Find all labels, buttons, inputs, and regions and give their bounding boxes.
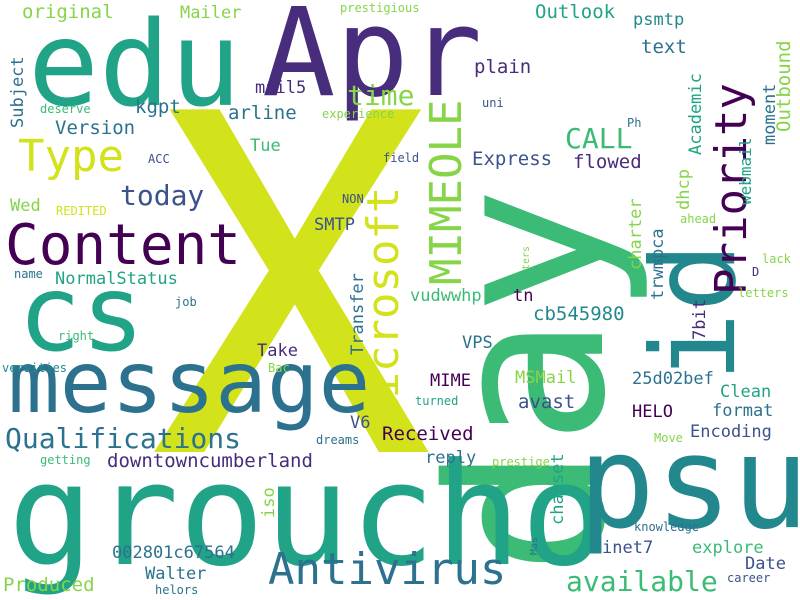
cloud-word: SMTP bbox=[314, 215, 355, 235]
cloud-word: tn bbox=[513, 286, 534, 306]
cloud-word: Move bbox=[654, 431, 683, 445]
cloud-word: experience bbox=[322, 107, 395, 121]
cloud-word: MIMEOLE bbox=[421, 99, 472, 285]
cloud-word: 7bit bbox=[690, 299, 710, 340]
cloud-word: turned bbox=[415, 394, 459, 408]
cloud-word: Encoding bbox=[690, 422, 772, 442]
cloud-word: V6 bbox=[350, 413, 371, 433]
cloud-word: HELO bbox=[632, 402, 673, 422]
cloud-word: downtowncumberland bbox=[107, 450, 313, 472]
cloud-word: Qualifications bbox=[5, 422, 242, 455]
cloud-word: time bbox=[347, 79, 415, 112]
cloud-word: CALL bbox=[565, 122, 633, 155]
cloud-word: letters bbox=[738, 286, 789, 300]
cloud-word: 25d02bef bbox=[632, 369, 714, 389]
cloud-word: avast bbox=[518, 391, 576, 413]
cloud-word: ahead bbox=[680, 212, 717, 226]
cloud-word: career bbox=[727, 571, 771, 585]
cloud-word: Clean bbox=[720, 382, 772, 402]
cloud-word: Walter bbox=[145, 564, 207, 584]
cloud-word: charset bbox=[548, 453, 568, 525]
cloud-word: field bbox=[383, 151, 420, 165]
cloud-word: mail5 bbox=[255, 78, 307, 98]
cloud-word: NON bbox=[342, 192, 364, 206]
cloud-word: Academic bbox=[686, 73, 706, 155]
cloud-word: ters bbox=[521, 245, 532, 270]
cloud-word: message bbox=[8, 333, 371, 433]
cloud-word: name bbox=[14, 267, 43, 281]
cloud-word: NormalStatus bbox=[55, 269, 178, 289]
cloud-word: flowed bbox=[573, 151, 642, 173]
cloud-word: Content bbox=[5, 213, 242, 278]
cloud-word: Express bbox=[472, 148, 553, 170]
cloud-word: ACC bbox=[148, 152, 170, 166]
cloud-word: knowledge bbox=[634, 520, 700, 534]
cloud-word: Subject bbox=[8, 56, 28, 128]
cloud-word: Date bbox=[745, 554, 786, 574]
cloud-word: plain bbox=[474, 56, 532, 78]
cloud-word: today bbox=[120, 179, 205, 212]
cloud-word: text bbox=[641, 36, 687, 58]
cloud-word: webmail bbox=[736, 137, 755, 205]
cloud-word: reply bbox=[425, 448, 477, 468]
cloud-word: psu bbox=[578, 409, 800, 558]
cloud-word: Received bbox=[382, 423, 474, 445]
cloud-word: prestigious bbox=[340, 1, 420, 15]
cloud-word: charter bbox=[626, 198, 646, 270]
cloud-word: kgpt bbox=[135, 96, 181, 118]
cloud-word: Mailer bbox=[180, 3, 242, 23]
cloud-word: MIME bbox=[430, 371, 471, 391]
cloud-word: arline bbox=[228, 102, 297, 124]
cloud-word: Version bbox=[55, 117, 136, 139]
cloud-word: dhcp bbox=[674, 169, 694, 210]
cloud-word: Transfer bbox=[348, 273, 368, 355]
cloud-word: deserve bbox=[40, 102, 91, 116]
cloud-word: groucho bbox=[8, 433, 607, 598]
cloud-word: Type bbox=[18, 131, 124, 182]
cloud-word: 002801c67564 bbox=[112, 543, 235, 563]
cloud-word: job bbox=[175, 295, 197, 309]
cloud-word: trwmpca bbox=[648, 228, 668, 300]
cloud-word: vudwwhp bbox=[410, 286, 482, 306]
cloud-word: Tue bbox=[250, 136, 281, 156]
cloud-word: uni bbox=[482, 96, 504, 110]
cloud-word: prestige bbox=[492, 455, 550, 469]
cloud-word: right bbox=[58, 329, 95, 343]
cloud-word: D bbox=[752, 265, 760, 279]
cloud-word: format bbox=[712, 401, 774, 421]
cloud-word: psmtp bbox=[633, 10, 685, 30]
cloud-word: Ph bbox=[627, 116, 642, 130]
cloud-word: Wed bbox=[10, 196, 41, 216]
cloud-word: iso bbox=[259, 487, 279, 518]
cloud-word: Bac bbox=[268, 361, 290, 375]
cloud-word: Microsoft bbox=[358, 186, 409, 425]
cloud-word: X bbox=[150, 16, 433, 563]
cloud-word: helors bbox=[155, 583, 199, 597]
cloud-word: Produced bbox=[3, 574, 95, 596]
cloud-word: cs bbox=[18, 253, 145, 375]
cloud-word: VPS bbox=[462, 333, 493, 353]
cloud-word: Antivirus bbox=[268, 544, 507, 595]
cloud-word: lack bbox=[762, 252, 791, 266]
cloud-word: cb545980 bbox=[533, 303, 625, 325]
cloud-word: Apr bbox=[262, 0, 483, 124]
cloud-word: Mas bbox=[529, 536, 540, 555]
cloud-word: Take bbox=[257, 341, 298, 361]
cloud-word: inet7 bbox=[602, 538, 654, 558]
cloud-word: REDITED bbox=[56, 204, 107, 218]
cloud-word: versities bbox=[2, 361, 68, 375]
cloud-word: MSMail bbox=[515, 368, 577, 388]
cloud-word: available bbox=[566, 565, 718, 598]
cloud-word: moment bbox=[760, 83, 780, 145]
cloud-word: explore bbox=[692, 538, 764, 558]
cloud-word: getting bbox=[40, 453, 91, 467]
cloud-word: edu bbox=[28, 0, 242, 133]
cloud-word: Outlook bbox=[535, 1, 616, 23]
cloud-word: original bbox=[22, 1, 114, 23]
cloud-word: dreams bbox=[316, 433, 360, 447]
